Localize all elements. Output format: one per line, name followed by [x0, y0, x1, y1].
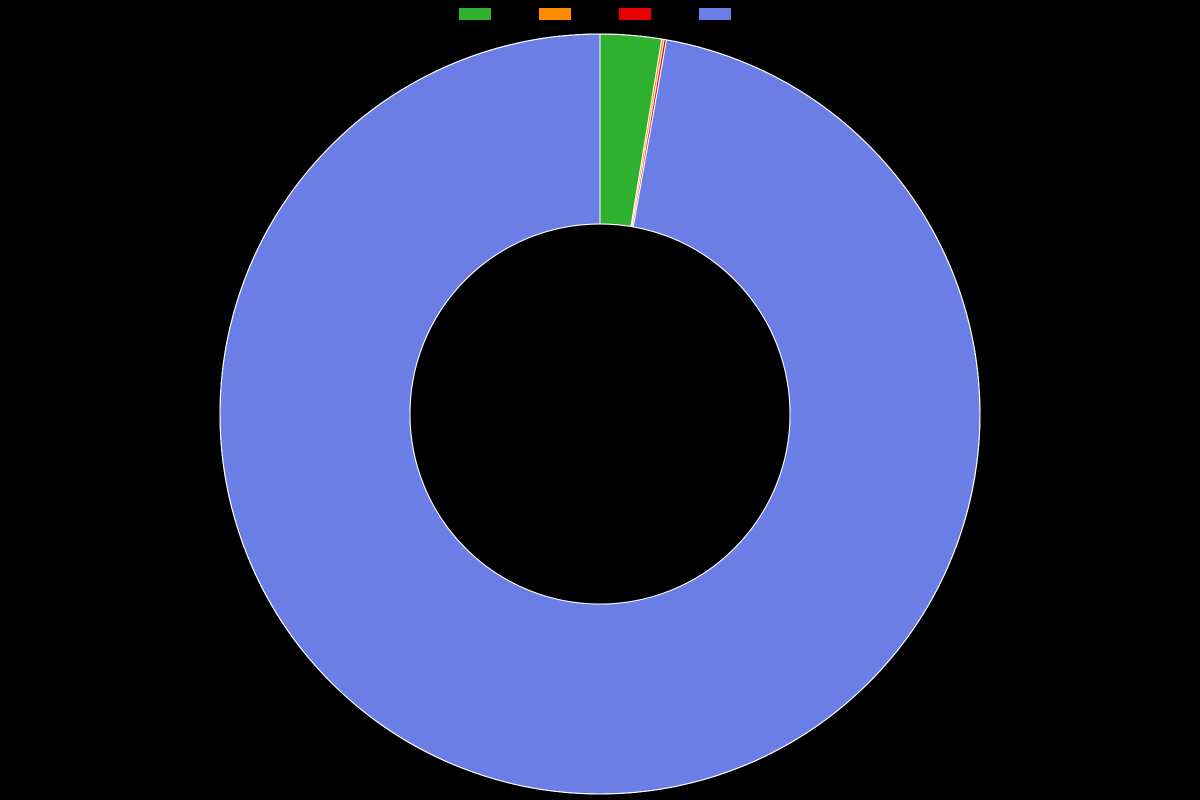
legend-swatch: [699, 8, 731, 20]
legend-item: [459, 8, 501, 20]
chart-legend: [459, 8, 741, 20]
legend-swatch: [539, 8, 571, 20]
donut-chart: [218, 32, 982, 796]
legend-item: [699, 8, 741, 20]
legend-swatch: [619, 8, 651, 20]
legend-item: [539, 8, 581, 20]
legend-item: [619, 8, 661, 20]
legend-swatch: [459, 8, 491, 20]
donut-hole: [410, 224, 790, 604]
donut-chart-container: [0, 28, 1200, 800]
